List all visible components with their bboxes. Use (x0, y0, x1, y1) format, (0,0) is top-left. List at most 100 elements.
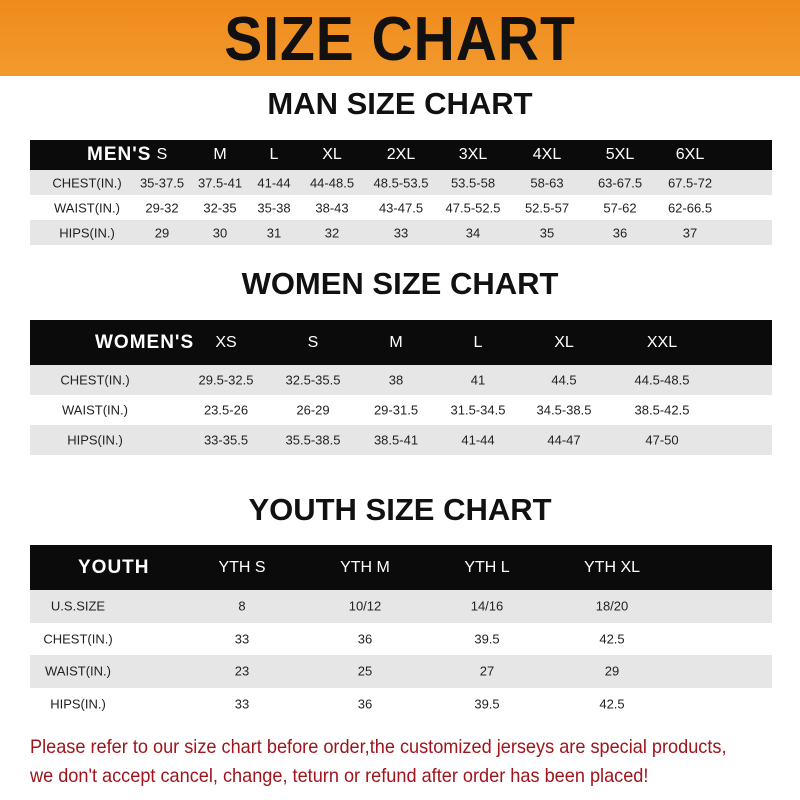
size-header: 4XL (532, 146, 562, 163)
table-cell: 38.5-41 (373, 432, 419, 448)
table-cell: 53.5-58 (450, 175, 496, 190)
table-row: CHEST(IN.) 33 36 39.5 42.5 (30, 622, 772, 655)
table-cell: 31.5-34.5 (450, 402, 506, 418)
size-header: 3XL (458, 146, 488, 163)
table-row: CHEST(IN.) 35-37.5 37.5-41 41-44 44-48.5 48.5… (30, 170, 772, 195)
table-cell: 62-66.5 (667, 200, 713, 215)
table-cell: 36 (357, 696, 373, 712)
table-cell: 37.5-41 (197, 175, 243, 190)
size-header: YTH XL (583, 558, 641, 576)
table-cell: 47-50 (645, 432, 679, 448)
table-cell: 29-32 (145, 200, 179, 215)
size-header: 5XL (605, 146, 635, 163)
table-cell: 27 (479, 663, 495, 679)
table-cell: 32-35 (203, 200, 237, 215)
size-header: YTH S (218, 558, 266, 576)
table-cell: 26-29 (296, 402, 330, 418)
table-cell: 41 (470, 372, 486, 388)
table-cell: 38.5-42.5 (634, 402, 690, 418)
size-header: S (156, 146, 168, 163)
table-cell: 8 (238, 598, 246, 614)
table-header-row: MEN'S S M L XL 2XL 3XL 4XL 5XL 6XL (30, 140, 772, 170)
youth-size-table: YOUTH YTH S YTH M YTH L YTH XL U.S.SIZE 8 10/12… (30, 545, 772, 720)
men-size-table: MEN'S S M L XL 2XL 3XL 4XL 5XL 6XL CHEST(IN.) 35-37… (30, 140, 772, 245)
size-header: 2XL (386, 146, 416, 163)
table-cell: 58-63 (530, 175, 564, 190)
table-cell: 29 (154, 225, 170, 240)
size-header: L (473, 333, 483, 351)
table-cell: 36 (612, 225, 628, 240)
table-title-cell: YOUTH (78, 556, 150, 578)
table-cell: 35-38 (257, 200, 291, 215)
table-cell: 35.5-38.5 (285, 432, 341, 448)
notice-line-2: we don't accept cancel, change, teturn o… (30, 765, 649, 787)
size-header: S (307, 333, 319, 351)
table-cell: 44-48.5 (309, 175, 355, 190)
row-label: U.S.SIZE (50, 598, 106, 614)
row-label: CHEST(IN.) (52, 175, 122, 190)
table-cell: 41-44 (461, 432, 495, 448)
table-cell: 10/12 (348, 598, 382, 614)
youth-section-title: YOUTH SIZE CHART (248, 492, 552, 527)
table-row: WAIST(IN.) 23.5-26 26-29 29-31.5 31.5-34.5 34… (30, 395, 772, 425)
size-header: L (269, 146, 279, 163)
table-cell: 33-35.5 (203, 432, 249, 448)
table-cell: 23.5-26 (203, 402, 249, 418)
size-header: M (213, 146, 227, 163)
row-label: WAIST(IN.) (45, 663, 111, 679)
table-cell: 38-43 (315, 200, 349, 215)
table-cell: 37 (682, 225, 698, 240)
table-cell: 32 (324, 225, 340, 240)
table-cell: 44.5 (551, 372, 577, 388)
table-cell: 34 (465, 225, 481, 240)
table-cell: 38 (388, 372, 404, 388)
table-cell: 44.5-48.5 (634, 372, 690, 388)
table-cell: 35-37.5 (139, 175, 185, 190)
table-cell: 31 (266, 225, 282, 240)
table-row: WAIST(IN.) 29-32 32-35 35-38 38-43 43-47.5 47.… (30, 195, 772, 220)
size-header: 6XL (675, 146, 705, 163)
size-header: M (389, 333, 403, 351)
row-label: HIPS(IN.) (59, 225, 115, 240)
table-cell: 36 (357, 631, 373, 647)
row-label: CHEST(IN.) (60, 372, 130, 388)
table-cell: 14/16 (470, 598, 504, 614)
table-cell: 67.5-72 (667, 175, 713, 190)
table-row: HIPS(IN.) 29 30 31 32 33 34 35 36 37 (30, 220, 772, 245)
row-label: HIPS(IN.) (67, 432, 123, 448)
table-row: WAIST(IN.) 23 25 27 29 (30, 655, 772, 688)
table-cell: 39.5 (474, 631, 500, 647)
row-label: CHEST(IN.) (43, 631, 113, 647)
size-header: XL (554, 333, 574, 351)
table-cell: 47.5-52.5 (445, 200, 501, 215)
table-cell: 39.5 (474, 696, 500, 712)
women-size-table: WOMEN'S XS S M L XL XXL CHEST(IN.) 29.5-32.5 32.5… (30, 320, 772, 455)
table-cell: 33 (393, 225, 409, 240)
table-cell: 30 (212, 225, 228, 240)
table-cell: 63-67.5 (597, 175, 643, 190)
table-title-cell: MEN'S (87, 144, 152, 165)
table-cell: 42.5 (599, 696, 625, 712)
table-cell: 25 (357, 663, 373, 679)
table-cell: 42.5 (599, 631, 625, 647)
table-cell: 35 (539, 225, 555, 240)
table-cell: 32.5-35.5 (285, 372, 341, 388)
table-cell: 23 (234, 663, 250, 679)
table-row: HIPS(IN.) 33 36 39.5 42.5 (30, 687, 772, 720)
notice-line-1: Please refer to our size chart before or… (30, 736, 727, 758)
table-cell: 34.5-38.5 (536, 402, 592, 418)
table-row: CHEST(IN.) 29.5-32.5 32.5-35.5 38 41 44.5 44.5… (30, 365, 772, 395)
table-cell: 33 (234, 696, 250, 712)
table-cell: 43-47.5 (378, 200, 424, 215)
banner: SIZE CHART (0, 0, 800, 76)
table-row: HIPS(IN.) 33-35.5 35.5-38.5 38.5-41 41-44 44-… (30, 425, 772, 455)
size-header: XS (215, 333, 237, 351)
table-row: U.S.SIZE 8 10/12 14/16 18/20 (30, 590, 772, 623)
size-header: YTH M (340, 558, 390, 576)
table-cell: 29 (604, 663, 620, 679)
size-header: XXL (646, 333, 678, 351)
size-header: XL (322, 146, 342, 163)
size-header: YTH L (464, 558, 510, 576)
table-cell: 48.5-53.5 (373, 175, 429, 190)
table-cell: 52.5-57 (524, 200, 570, 215)
